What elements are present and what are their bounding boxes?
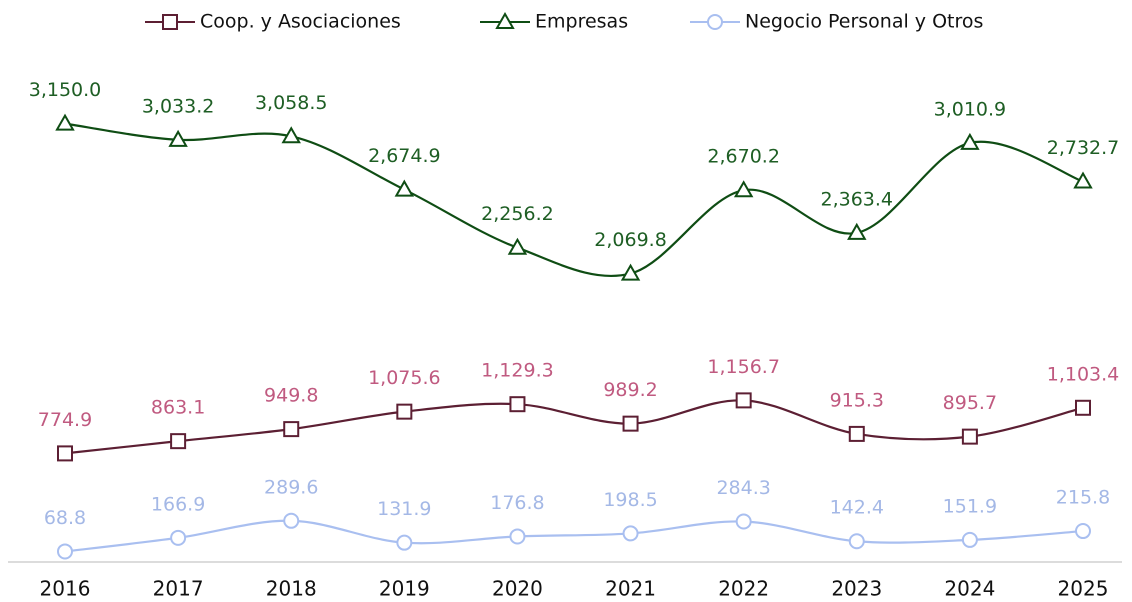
legend-marker xyxy=(707,14,723,30)
data-point xyxy=(57,543,73,560)
x-tick-label: 2024 xyxy=(944,577,995,601)
series-line xyxy=(64,399,1084,455)
data-point xyxy=(622,415,639,432)
x-tick-label: 2023 xyxy=(831,577,882,601)
data-label: 1,156.7 xyxy=(707,356,780,378)
data-point xyxy=(847,222,867,240)
legend-label: Negocio Personal y Otros xyxy=(745,11,983,33)
data-label: 989.2 xyxy=(603,379,657,401)
data-point xyxy=(507,237,528,255)
data-label: 284.3 xyxy=(716,477,770,499)
data-label: 863.1 xyxy=(151,397,205,419)
x-tick-label: 2018 xyxy=(266,577,317,601)
data-point xyxy=(622,525,639,542)
data-label: 915.3 xyxy=(830,389,884,411)
data-point xyxy=(396,403,413,420)
data-label: 198.5 xyxy=(603,489,657,511)
data-point xyxy=(283,512,300,529)
data-label: 176.8 xyxy=(490,492,544,514)
data-point xyxy=(735,513,752,530)
data-point xyxy=(281,126,301,144)
data-point xyxy=(735,392,752,409)
data-label: 1,075.6 xyxy=(368,367,441,389)
x-tick-label: 2021 xyxy=(605,577,656,601)
legend-label: Coop. y Asociaciones xyxy=(200,11,401,33)
data-label: 2,256.2 xyxy=(481,203,554,225)
data-point xyxy=(848,533,865,550)
data-point xyxy=(1075,399,1091,416)
series-line xyxy=(64,519,1084,553)
x-tick-label: 2016 xyxy=(40,577,91,601)
data-label: 895.7 xyxy=(943,392,997,414)
data-point xyxy=(394,179,415,197)
data-label: 3,150.0 xyxy=(29,79,102,101)
legend-marker xyxy=(495,11,515,29)
data-label: 3,058.5 xyxy=(255,92,328,114)
data-label: 774.9 xyxy=(38,409,92,431)
data-label: 151.9 xyxy=(943,495,997,517)
data-point xyxy=(961,428,978,445)
x-tick-label: 2022 xyxy=(718,577,769,601)
data-point xyxy=(170,529,187,546)
data-label: 1,129.3 xyxy=(481,360,554,382)
data-point xyxy=(961,531,978,548)
data-label: 142.4 xyxy=(830,497,884,519)
legend-label: Empresas xyxy=(535,11,628,33)
x-tick-label: 2019 xyxy=(379,577,430,601)
data-point xyxy=(55,113,75,131)
data-label: 2,069.8 xyxy=(594,229,667,251)
data-label: 3,010.9 xyxy=(934,98,1007,120)
data-point xyxy=(509,396,526,413)
data-point xyxy=(168,129,188,147)
x-tick-label: 2017 xyxy=(153,577,204,601)
data-point xyxy=(509,528,526,545)
data-label: 2,363.4 xyxy=(821,188,894,210)
data-label: 2,732.7 xyxy=(1047,137,1120,159)
data-label: 949.8 xyxy=(264,385,318,407)
data-point xyxy=(396,534,413,551)
data-point xyxy=(733,180,754,198)
data-point xyxy=(170,433,187,450)
data-label: 3,033.2 xyxy=(142,95,215,117)
x-tick-label: 2025 xyxy=(1058,577,1109,601)
data-label: 68.8 xyxy=(44,507,86,529)
data-point xyxy=(848,425,865,442)
data-point xyxy=(57,445,73,462)
data-label: 166.9 xyxy=(151,493,205,515)
x-tick-label: 2020 xyxy=(492,577,543,601)
series-line xyxy=(64,122,1084,278)
data-label: 2,670.2 xyxy=(707,146,780,168)
data-point xyxy=(1073,171,1093,189)
data-label: 131.9 xyxy=(377,498,431,520)
data-point xyxy=(960,132,980,150)
data-label: 289.6 xyxy=(264,476,318,498)
data-point xyxy=(1075,523,1091,540)
data-label: 1,103.4 xyxy=(1047,363,1120,385)
legend-marker xyxy=(162,14,178,30)
data-point xyxy=(620,263,641,281)
data-label: 2,674.9 xyxy=(368,145,441,167)
data-label: 215.8 xyxy=(1056,487,1110,509)
data-point xyxy=(283,421,300,438)
